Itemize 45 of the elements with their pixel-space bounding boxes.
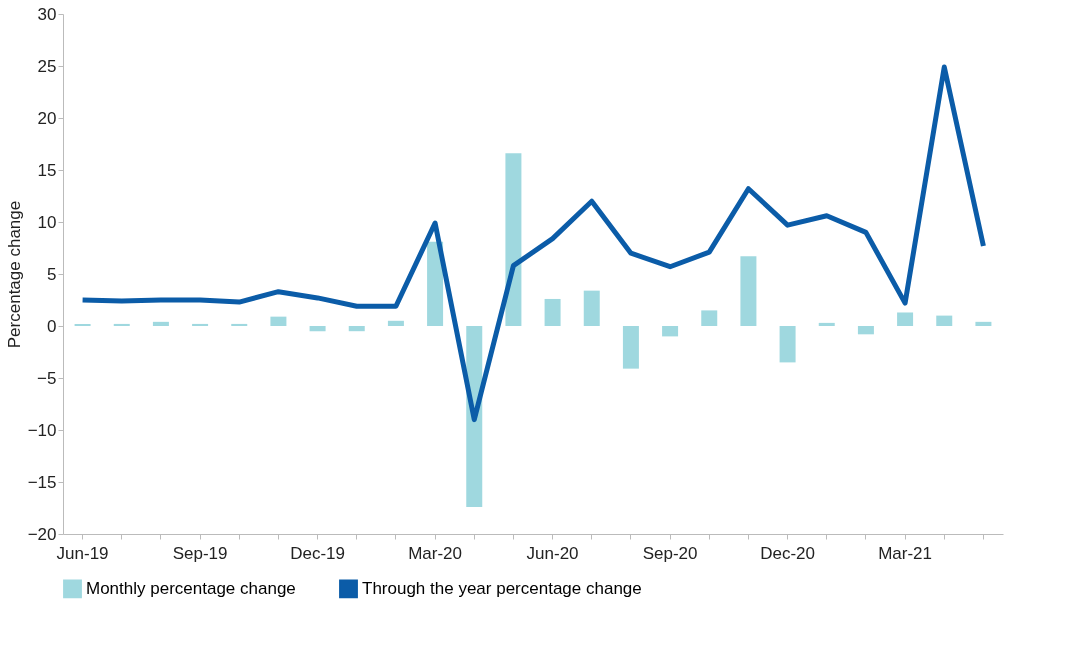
y-axis-title: Percentage change <box>4 200 24 349</box>
bar <box>975 321 992 326</box>
y-tick-label: 30 <box>37 4 57 24</box>
x-tick-label: Mar-21 <box>878 543 933 563</box>
bar <box>309 326 326 332</box>
bar <box>779 326 796 363</box>
y-tick-label: 25 <box>37 56 57 76</box>
x-tick-label: Dec-20 <box>760 543 815 563</box>
bar <box>701 310 718 326</box>
x-tick-label: Jun-20 <box>526 543 579 563</box>
bar <box>740 256 757 326</box>
bar <box>152 321 169 326</box>
bar <box>583 290 600 326</box>
y-tick-label: 5 <box>47 264 57 284</box>
y-tick-label: 15 <box>37 160 57 180</box>
y-tick-label: 20 <box>37 108 57 128</box>
y-tick-label: −5 <box>37 368 57 388</box>
legend-label: Monthly percentage change <box>86 578 296 598</box>
bar <box>192 323 209 326</box>
bar <box>427 241 444 326</box>
y-tick-label: 10 <box>37 212 57 232</box>
bar <box>113 323 130 326</box>
bar <box>544 298 561 326</box>
bar <box>387 320 404 326</box>
x-tick-label: Dec-19 <box>290 543 345 563</box>
bar <box>818 322 835 326</box>
bar <box>74 323 91 326</box>
bar <box>936 315 953 326</box>
y-tick-label: −15 <box>27 472 57 492</box>
legend-label: Through the year percentage change <box>362 578 642 598</box>
x-tick-label: Jun-19 <box>56 543 109 563</box>
bar <box>897 312 914 326</box>
bar <box>622 326 639 369</box>
bar <box>231 323 248 326</box>
bar <box>270 316 287 326</box>
y-tick-label: −20 <box>27 524 57 544</box>
x-tick-label: Sep-20 <box>642 543 698 563</box>
bar <box>662 326 679 337</box>
bar <box>348 326 365 332</box>
y-tick-label: 0 <box>47 316 57 336</box>
bar <box>857 326 874 335</box>
bar <box>505 153 522 326</box>
y-tick-label: −10 <box>27 420 57 440</box>
x-tick-label: Sep-19 <box>172 543 228 563</box>
x-tick-label: Mar-20 <box>408 543 463 563</box>
